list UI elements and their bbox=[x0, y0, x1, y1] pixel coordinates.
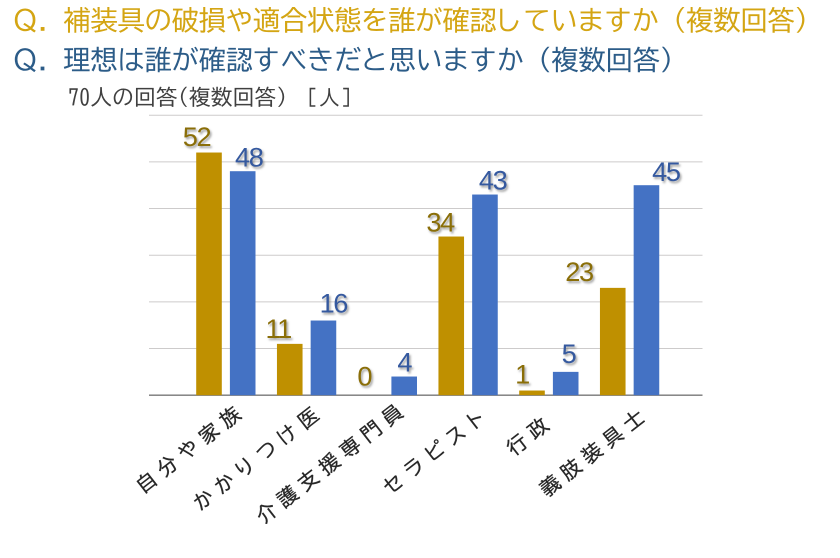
svg-text:5: 5 bbox=[562, 338, 576, 369]
svg-text:34: 34 bbox=[426, 207, 455, 238]
svg-text:0: 0 bbox=[357, 360, 372, 391]
svg-text:52: 52 bbox=[183, 121, 211, 152]
svg-text:23: 23 bbox=[565, 256, 593, 287]
svg-text:1: 1 bbox=[515, 358, 529, 389]
svg-text:11: 11 bbox=[265, 313, 291, 344]
svg-text:4: 4 bbox=[397, 346, 412, 377]
svg-text:43: 43 bbox=[479, 164, 507, 195]
svg-text:48: 48 bbox=[235, 141, 263, 172]
svg-text:45: 45 bbox=[652, 156, 680, 187]
svg-text:16: 16 bbox=[320, 288, 348, 319]
